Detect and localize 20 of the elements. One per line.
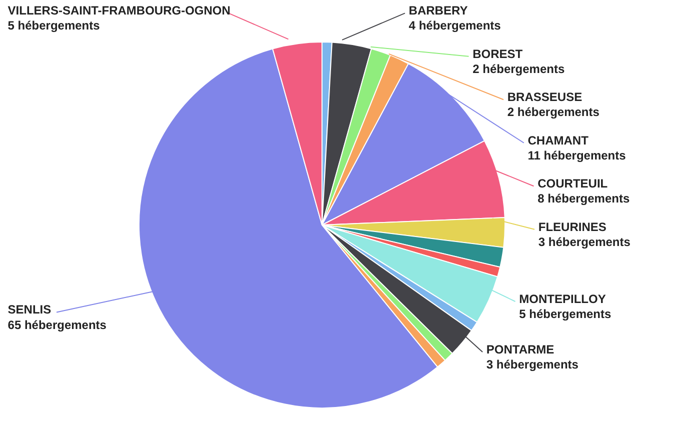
- slice-label: PONTARME: [486, 342, 554, 357]
- slice-label: BOREST: [472, 46, 524, 61]
- slice-label: VILLERS-SAINT-FRAMBOURG-OGNON: [8, 4, 230, 18]
- slice-label: CHAMANT: [528, 133, 590, 148]
- slice-label: BRASSEUSE: [507, 90, 582, 104]
- slice-label: SENLIS: [8, 302, 52, 317]
- data-label: 2 hébergements: [507, 105, 600, 120]
- slice-label: BARBERY: [408, 4, 468, 18]
- slice-label: COURTEUIL: [538, 176, 608, 191]
- slice-label: FLEURINES: [538, 220, 606, 234]
- data-label: 65 hébergements: [8, 318, 107, 332]
- data-label: 11 hébergements: [528, 148, 626, 162]
- data-label: 3 hébergements: [538, 234, 631, 249]
- data-label: 4 hébergements: [408, 18, 502, 33]
- data-label: 8 hébergements: [538, 192, 630, 206]
- slice-label: MONTEPILLOY: [519, 292, 606, 306]
- data-label: 2 hébergements: [472, 62, 565, 76]
- data-label: 3 hébergements: [486, 358, 579, 372]
- data-label: 5 hébergements: [519, 307, 612, 322]
- data-label: 5 hébergements: [8, 18, 100, 33]
